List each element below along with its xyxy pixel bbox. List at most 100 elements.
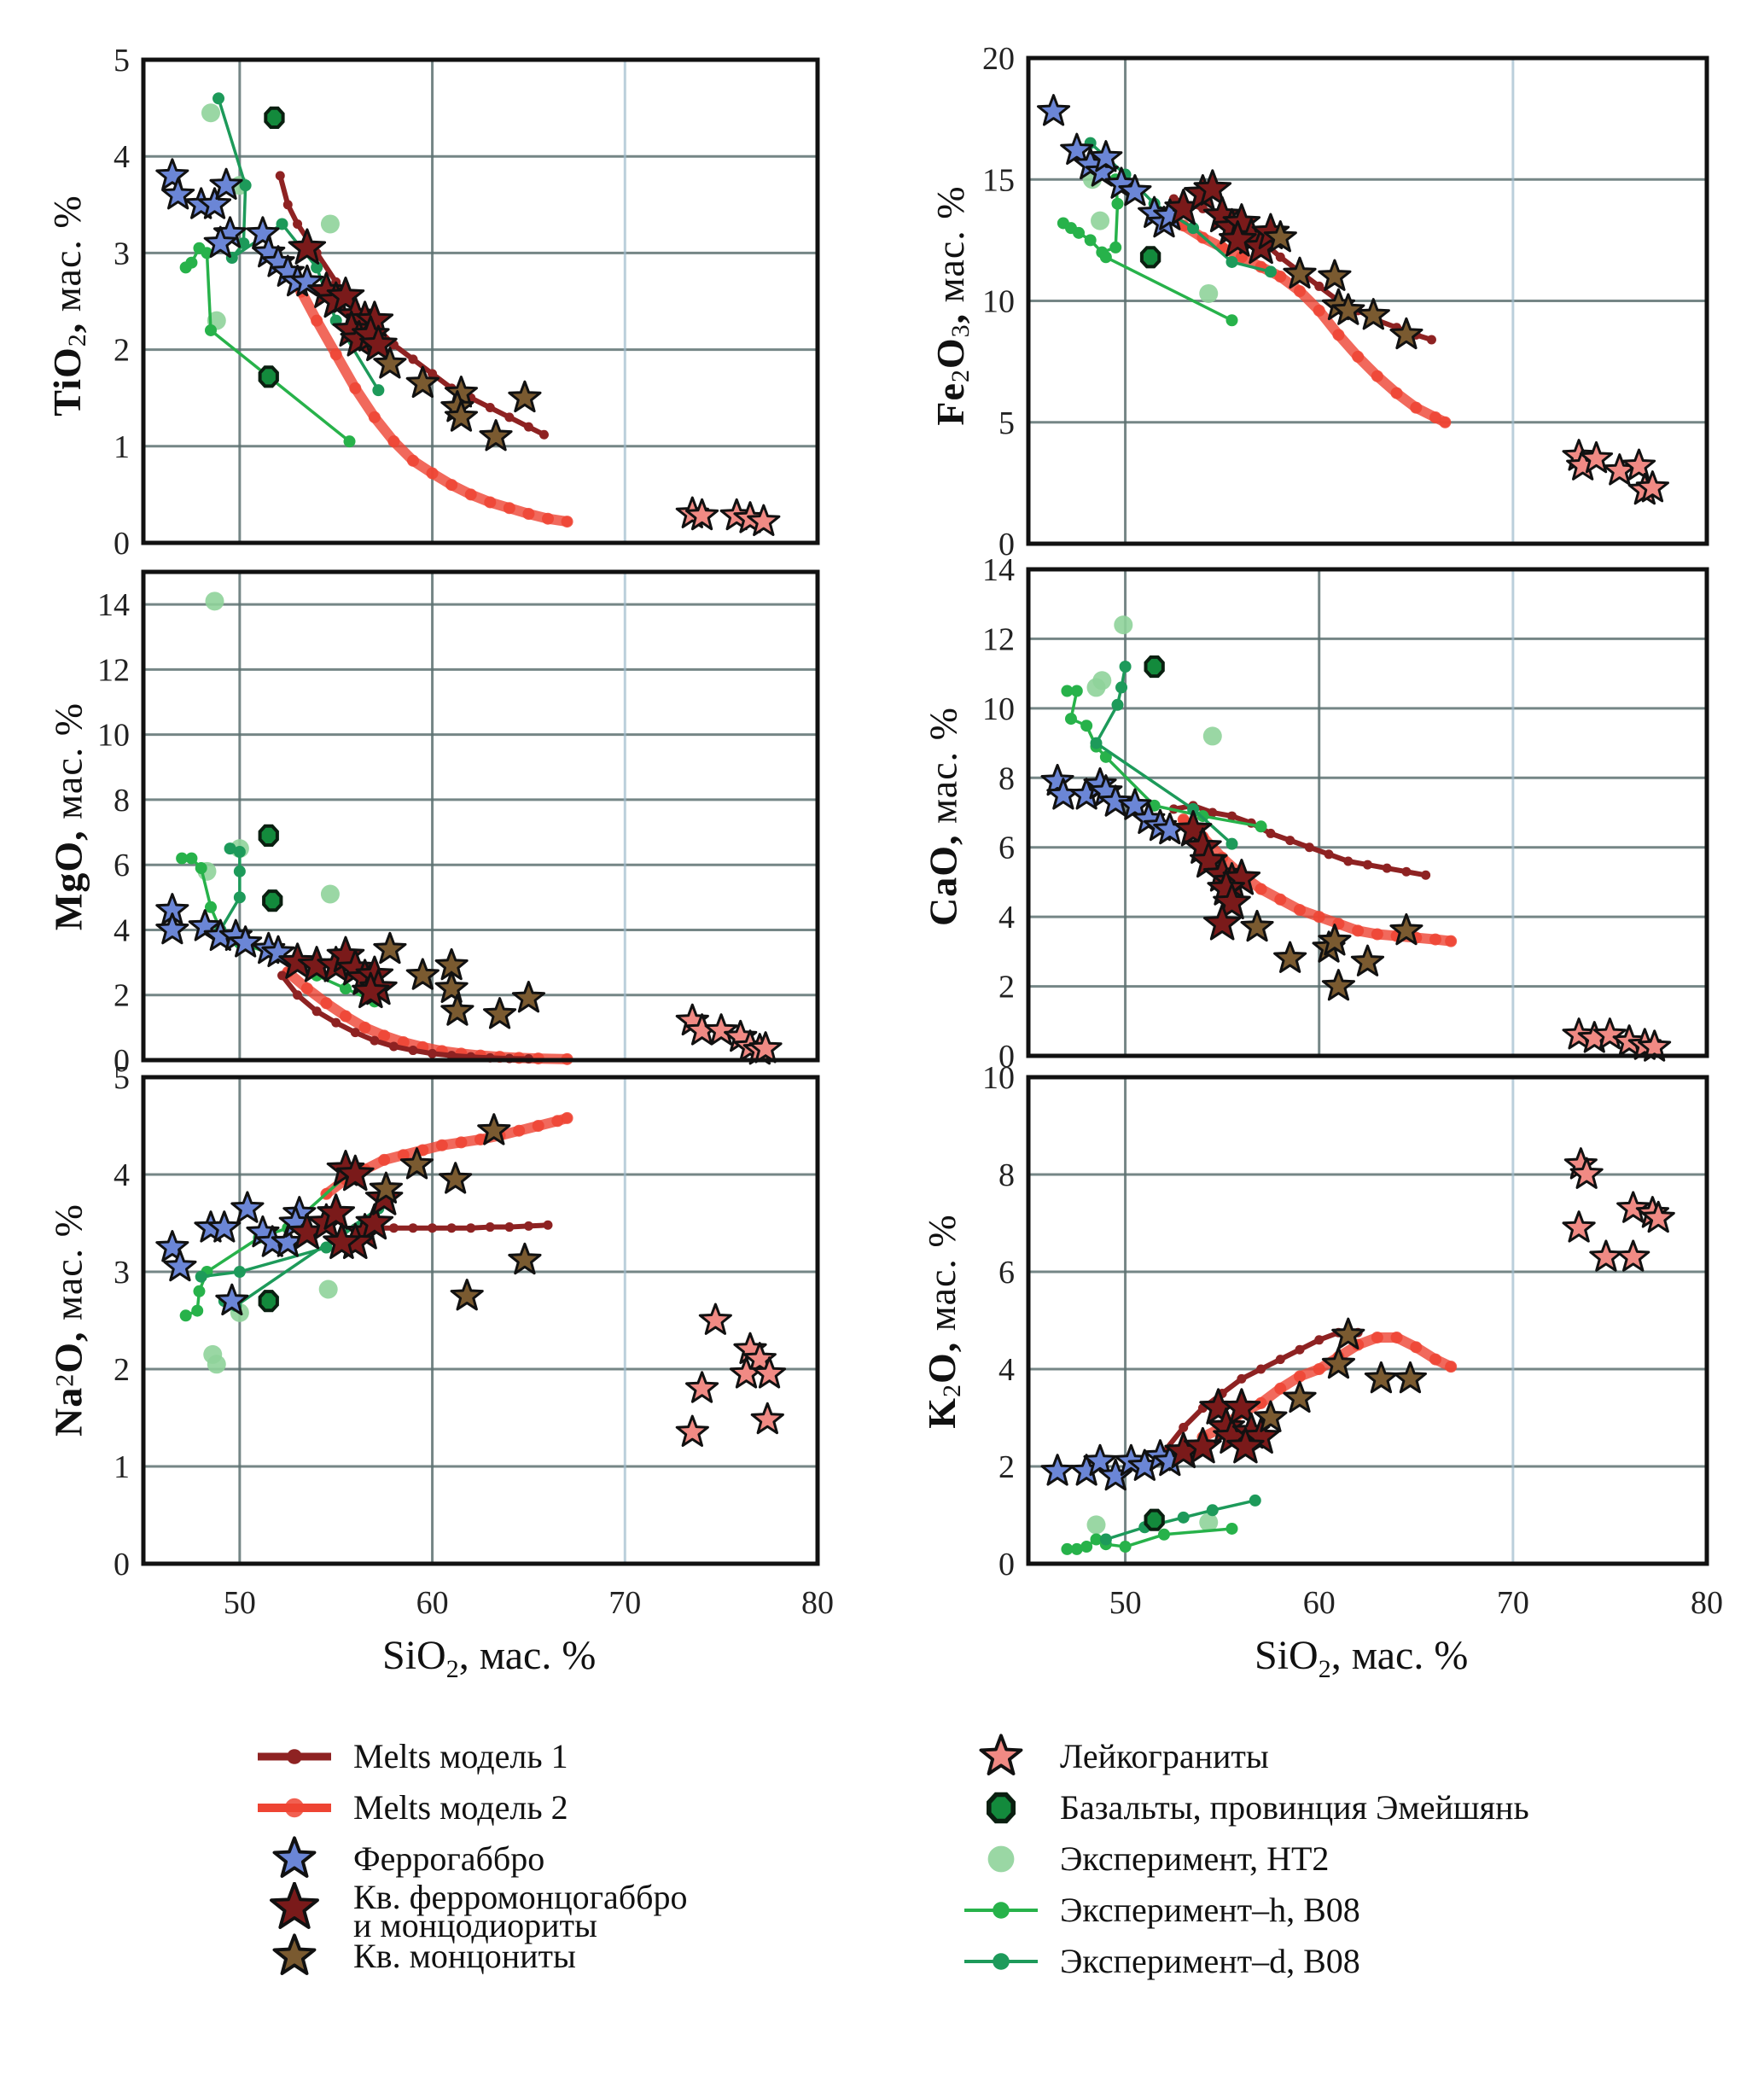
octagon-marker-icon: [954, 1782, 1048, 1833]
data-point: [523, 422, 533, 432]
legend-marker: [270, 1881, 319, 1929]
data-point: [1090, 1533, 1103, 1546]
data-point: [1199, 283, 1219, 303]
data-point: [262, 889, 283, 912]
data-point: [1274, 271, 1287, 283]
data-point: [1226, 1426, 1265, 1464]
data-point: [1040, 763, 1074, 796]
data-point: [176, 852, 189, 865]
data-point: [359, 324, 398, 362]
legend-marker: [987, 1845, 1015, 1873]
legend-label-group: Кв. ферромонцогаббро и монцодиориты: [353, 1880, 687, 1943]
data-point: [320, 1241, 333, 1254]
legend-item-leucogranite: Лейкограниты: [954, 1731, 1269, 1782]
data-point: [185, 852, 198, 865]
data-point: [1114, 615, 1133, 635]
data-point: [1410, 1341, 1423, 1354]
ylabel-fe2o3-comma: ,: [929, 302, 972, 324]
data-point: [161, 178, 195, 210]
data-point: [318, 1279, 338, 1299]
ylabel-tio2-comma: ,: [45, 312, 89, 334]
series-star-blue: [1040, 1439, 1187, 1491]
series-star-brown: [373, 347, 542, 452]
data-point: [1037, 94, 1071, 126]
ylabel-tio2-sub: 2: [63, 333, 91, 347]
data-point: [293, 990, 303, 1000]
series-star-pink: [675, 1303, 787, 1447]
y-tick-label: 4: [998, 1352, 1015, 1388]
exp-h-glyph: [964, 1902, 1038, 1919]
data-point: [445, 479, 458, 492]
data-point: [1275, 1355, 1285, 1365]
series: [155, 1111, 787, 1447]
data-point: [193, 1285, 206, 1297]
y-tick-label: 4: [114, 139, 130, 175]
y-tick-label: 2: [998, 1449, 1015, 1485]
y-tick-label: 4: [114, 1157, 130, 1193]
data-point: [1331, 1317, 1365, 1349]
series-star-blue: [1040, 763, 1187, 845]
data-point: [278, 942, 317, 979]
data-point: [405, 365, 440, 399]
legend-item-exp-h: Эксперимент–h, B08: [954, 1885, 1360, 1936]
data-point: [349, 382, 362, 394]
data-point: [1202, 726, 1222, 746]
y-tick-label: 2: [114, 1352, 130, 1388]
legend-marker: [987, 1792, 1016, 1824]
data-point: [408, 1223, 418, 1233]
data-point: [205, 323, 217, 336]
series-star-brown: [1254, 1317, 1427, 1432]
data-point: [1389, 317, 1423, 350]
xlabel-right: SiO2, мас. %: [1255, 1632, 1468, 1684]
series-basalt: [1144, 1508, 1165, 1531]
star-brown-glyph: [272, 1933, 317, 1975]
series-star-maroon: [278, 935, 398, 1009]
xlabel-left-main: SiO: [382, 1633, 446, 1678]
data-point: [355, 1203, 394, 1240]
legend-marker: [272, 1836, 317, 1878]
panel-fe2o3: 0 5 10 15 20: [888, 0, 1764, 563]
y-tick-label: 20: [982, 41, 1015, 77]
data-point: [466, 1223, 476, 1233]
data-point: [1089, 140, 1123, 172]
legend-label: Эксперимент, HT2: [1060, 1839, 1330, 1878]
plot-frame: [1026, 55, 1709, 546]
data-point: [1318, 259, 1352, 291]
data-point: [1390, 387, 1403, 399]
line-marker-icon: [954, 1885, 1048, 1936]
series-exp-h: [1099, 251, 1238, 327]
legend-label: Эксперимент–d, B08: [1060, 1942, 1360, 1980]
data-point: [1208, 807, 1218, 818]
star-icon: [247, 1931, 341, 1982]
data-point: [698, 1303, 732, 1335]
y-tick-label: 0: [114, 1043, 130, 1079]
data-point: [1352, 350, 1365, 363]
data-point: [323, 1222, 361, 1259]
data-point: [373, 931, 407, 965]
legend-marker: [979, 1734, 1023, 1775]
data-point: [264, 106, 285, 129]
data-point: [474, 1133, 486, 1145]
data-point: [1139, 246, 1161, 269]
x-tick-label: 70: [1497, 1585, 1529, 1621]
data-point: [1240, 909, 1274, 942]
legend-label: Melts модель 1: [353, 1737, 568, 1775]
y-tick-label: 5: [114, 1060, 130, 1096]
data-point: [311, 1006, 322, 1017]
legend-item-exp-d: Эксперимент–d, B08: [954, 1936, 1360, 1987]
y-tick-label: 2: [114, 333, 130, 369]
data-point: [439, 1162, 473, 1194]
data-point: [1321, 969, 1355, 1001]
data-point: [1264, 265, 1277, 278]
data-point: [1255, 883, 1267, 895]
basalt-glyph: [987, 1792, 1016, 1824]
x-tick-label: 80: [1691, 1585, 1723, 1621]
x-tick-label: 50: [224, 1585, 256, 1621]
x-tick-label: 70: [608, 1585, 641, 1621]
ylabel-mgo-main: MgO: [46, 840, 90, 931]
star-blue-glyph: [272, 1836, 317, 1878]
data-point: [1371, 1331, 1383, 1344]
ylabel-mgo-comma: ,: [46, 819, 90, 841]
data-point: [1304, 842, 1314, 853]
x-tick-label: 80: [801, 1585, 834, 1621]
